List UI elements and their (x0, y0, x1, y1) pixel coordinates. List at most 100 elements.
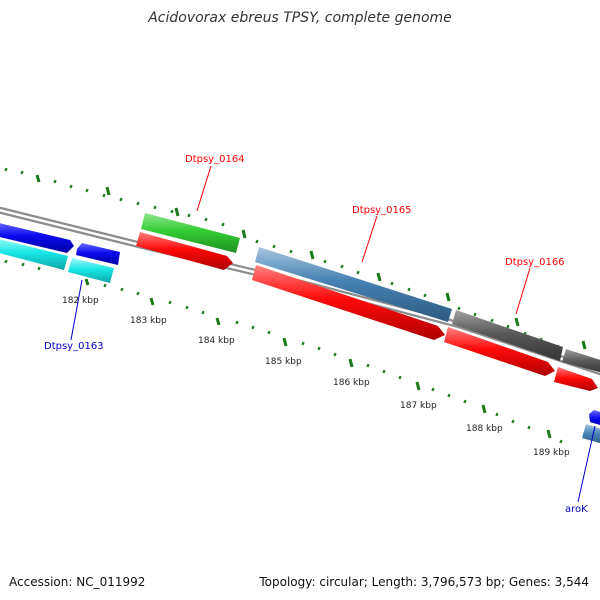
kbp-tick-labels: 182 kbp 183 kbp 184 kbp 185 kbp 186 kbp … (62, 296, 570, 458)
connector-dtpsy-0165 (361, 215, 378, 263)
tick-mark (35, 174, 41, 183)
tick-mark (201, 310, 205, 315)
tick-mark (153, 205, 157, 210)
tick-mark (415, 381, 421, 391)
gene-label-dtpsy-0166: Dtpsy_0166 (505, 257, 565, 268)
tick-mark (103, 283, 107, 288)
gene-red-0165 (252, 265, 445, 340)
tick-mark (170, 209, 174, 214)
gene-red-0166 (444, 327, 555, 376)
gene-dtpsy-0164 (141, 213, 240, 253)
tick-label-185: 185 kbp (265, 357, 302, 367)
forward-strand-genes (0, 213, 600, 373)
tick-mark (546, 429, 552, 439)
tick-mark (84, 278, 90, 286)
tick-mark (309, 250, 315, 260)
gene-steel-right (582, 424, 600, 444)
tick-mark (255, 239, 259, 244)
tick-mark (481, 404, 487, 414)
tick-mark (204, 217, 208, 222)
tick-mark (20, 170, 24, 175)
gene-red-right (554, 367, 598, 391)
tick-mark (431, 387, 435, 392)
tick-mark (340, 264, 344, 269)
tick-mark (174, 207, 180, 217)
tick-label-189: 189 kbp (533, 448, 570, 458)
tick-mark (37, 266, 41, 271)
tick-mark (69, 184, 73, 189)
tick-mark (333, 352, 337, 357)
tick-mark (356, 270, 360, 275)
tick-label-188: 188 kbp (466, 424, 503, 434)
reverse-strand-genes (0, 232, 600, 444)
gene-dtpsy-0166 (452, 310, 563, 361)
genome-summary-text: Topology: circular; Length: 3,796,573 bp… (259, 575, 589, 589)
tick-label-186: 186 kbp (333, 378, 370, 388)
connector-dtpsy-0164 (196, 165, 212, 212)
tick-mark (185, 305, 189, 310)
tick-mark (514, 317, 520, 327)
tick-mark (105, 186, 111, 196)
tick-mark (407, 287, 411, 292)
tick-mark (506, 324, 510, 329)
tick-mark (495, 412, 499, 417)
tick-mark (323, 259, 327, 264)
accession-text: Accession: NC_011992 (9, 575, 146, 589)
gene-red-0164 (136, 232, 233, 270)
tick-mark (581, 340, 587, 350)
tick-mark (523, 331, 527, 336)
gene-blue-small (76, 243, 120, 265)
gene-cyan-left (0, 239, 68, 270)
gene-blue-arok (589, 410, 600, 425)
gene-gray-right (562, 349, 600, 373)
map-title: Acidovorax ebreus TPSY, complete genome (148, 10, 452, 26)
tick-mark (473, 312, 477, 317)
gene-label-dtpsy-0163: Dtpsy_0163 (44, 341, 104, 352)
tick-mark (457, 306, 461, 311)
tick-label-187: 187 kbp (400, 401, 437, 411)
tick-mark (267, 330, 271, 335)
tick-mark (301, 341, 305, 346)
gene-label-dtpsy-0164: Dtpsy_0164 (185, 154, 245, 165)
tick-mark (490, 318, 494, 323)
gene-dtpsy-0165 (255, 247, 452, 322)
tick-mark (85, 188, 89, 193)
tick-mark (348, 358, 354, 368)
tick-mark (282, 337, 288, 347)
tick-mark (366, 363, 370, 368)
gene-cyan-small (68, 258, 114, 283)
tick-mark (382, 369, 386, 374)
tick-mark (120, 287, 124, 292)
tick-mark (445, 292, 451, 302)
tick-mark (136, 201, 140, 206)
inner-tick-ring (4, 259, 563, 444)
tick-mark (289, 249, 293, 254)
tick-mark (463, 399, 467, 404)
tick-mark (221, 222, 225, 227)
tick-label-182: 182 kbp (62, 296, 99, 306)
gene-label-dtpsy-0165: Dtpsy_0165 (352, 205, 412, 216)
tick-mark (4, 259, 8, 264)
tick-label-184: 184 kbp (198, 336, 235, 346)
tick-mark (119, 197, 123, 202)
tick-mark (398, 375, 402, 380)
tick-mark (102, 193, 106, 198)
tick-mark (187, 213, 191, 218)
tick-mark (376, 272, 382, 282)
label-connectors (70, 165, 596, 503)
tick-label-183: 183 kbp (130, 316, 167, 326)
tick-mark (527, 425, 531, 430)
tick-mark (235, 320, 239, 325)
tick-mark (149, 297, 155, 306)
tick-mark (251, 325, 255, 330)
tick-mark (559, 439, 563, 444)
tick-mark (4, 167, 8, 172)
tick-mark (53, 179, 57, 184)
tick-mark (317, 346, 321, 351)
tick-mark (447, 393, 451, 398)
tick-mark (272, 244, 276, 249)
tick-mark (136, 291, 140, 296)
tick-mark (21, 262, 25, 267)
